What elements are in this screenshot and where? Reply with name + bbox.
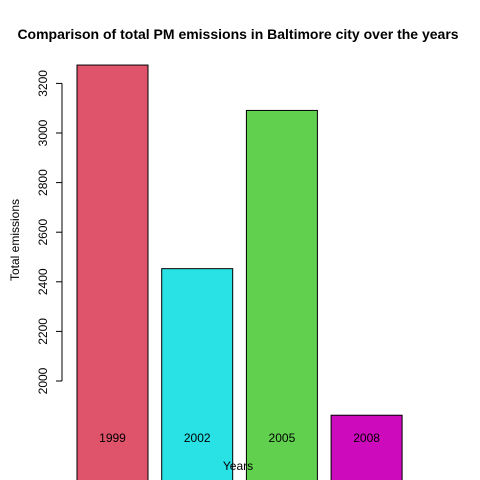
y-tick-label: 3200 <box>36 70 50 97</box>
bar-2005 <box>245 109 318 480</box>
y-tick-label: 2000 <box>36 367 50 394</box>
y-axis: 2000 2200 2400 2600 2800 3000 3200 <box>36 70 63 394</box>
y-axis-label: Total emissions <box>8 199 22 281</box>
bar-label-2008: 2008 <box>353 431 380 445</box>
y-tick-label: 2800 <box>36 169 50 196</box>
y-tick-label: 2200 <box>36 318 50 345</box>
chart-title: Comparison of total PM emissions in Balt… <box>17 26 458 42</box>
bar-label-1999: 1999 <box>99 431 126 445</box>
y-tick-label: 2600 <box>36 219 50 246</box>
bar-2002 <box>161 268 234 480</box>
bar-2008 <box>330 414 403 480</box>
y-tick-label: 2400 <box>36 268 50 295</box>
bar-label-2005: 2005 <box>269 431 296 445</box>
bar-1999 <box>76 64 149 480</box>
bars <box>76 64 403 480</box>
y-tick-label: 3000 <box>36 119 50 146</box>
bar-labels: 1999 2002 2005 2008 <box>99 431 380 445</box>
bar-label-2002: 2002 <box>184 431 211 445</box>
x-axis-label: Years <box>223 459 253 473</box>
